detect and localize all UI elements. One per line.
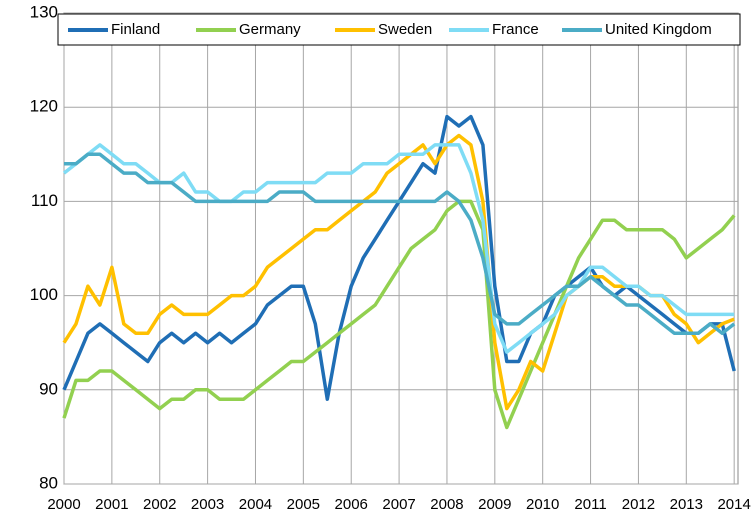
legend-label: Finland [111, 21, 160, 38]
x-tick-label: 2008 [430, 496, 463, 513]
x-tick-label: 2004 [239, 496, 272, 513]
x-tick-label: 2013 [670, 496, 703, 513]
x-tick-label: 2001 [95, 496, 128, 513]
y-tick-label: 130 [30, 2, 58, 21]
legend-label: Germany [239, 21, 301, 38]
series-line [62, 133, 735, 411]
y-tick-label: 120 [30, 97, 58, 116]
y-tick-label: 90 [39, 379, 58, 398]
legend-label: Sweden [378, 21, 432, 38]
legend-label: France [492, 21, 539, 38]
series-line [64, 152, 736, 336]
y-tick-label: 100 [30, 285, 58, 304]
legend-label: United Kingdom [605, 21, 712, 38]
x-tick-label: 2000 [47, 496, 80, 513]
y-tick-label: 110 [31, 191, 58, 210]
x-tick-label: 2003 [191, 496, 224, 513]
legend-box [57, 13, 741, 46]
plot-area [63, 12, 739, 485]
x-tick-label: 2006 [335, 496, 368, 513]
x-tick-label: 2009 [478, 496, 511, 513]
x-tick-label: 2012 [622, 496, 655, 513]
y-tick-label: 80 [39, 473, 58, 492]
x-tick-label: 2010 [526, 496, 559, 513]
x-tick-label: 2007 [382, 496, 415, 513]
x-tick-label: 2005 [287, 496, 320, 513]
x-tick-label: 2011 [574, 496, 606, 513]
x-tick-label: 2002 [143, 496, 176, 513]
series-line [62, 143, 735, 354]
series-line [62, 199, 736, 430]
x-tick-label: 2014 [717, 496, 750, 513]
